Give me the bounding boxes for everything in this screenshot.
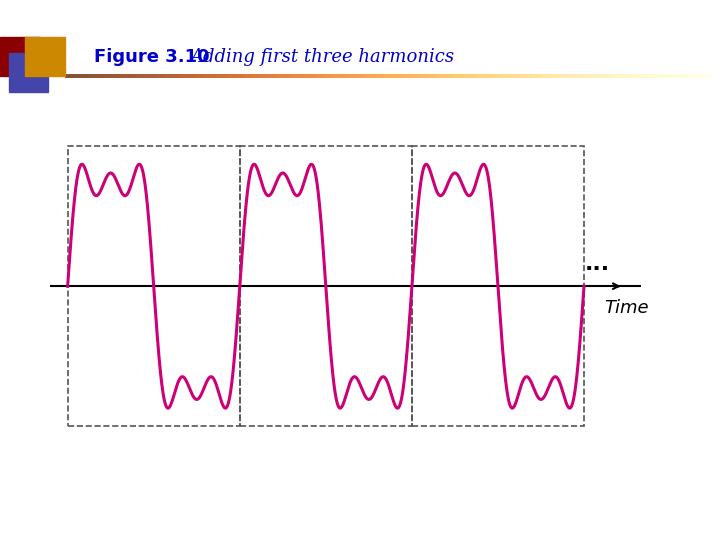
Text: Adding first three harmonics: Adding first three harmonics: [191, 48, 455, 66]
Text: Figure 3.10: Figure 3.10: [94, 48, 210, 66]
Bar: [240, 146, 412, 427]
Bar: [68, 146, 240, 427]
Text: ...: ...: [585, 254, 611, 274]
Bar: [412, 146, 584, 427]
Text: Time: Time: [605, 299, 649, 317]
